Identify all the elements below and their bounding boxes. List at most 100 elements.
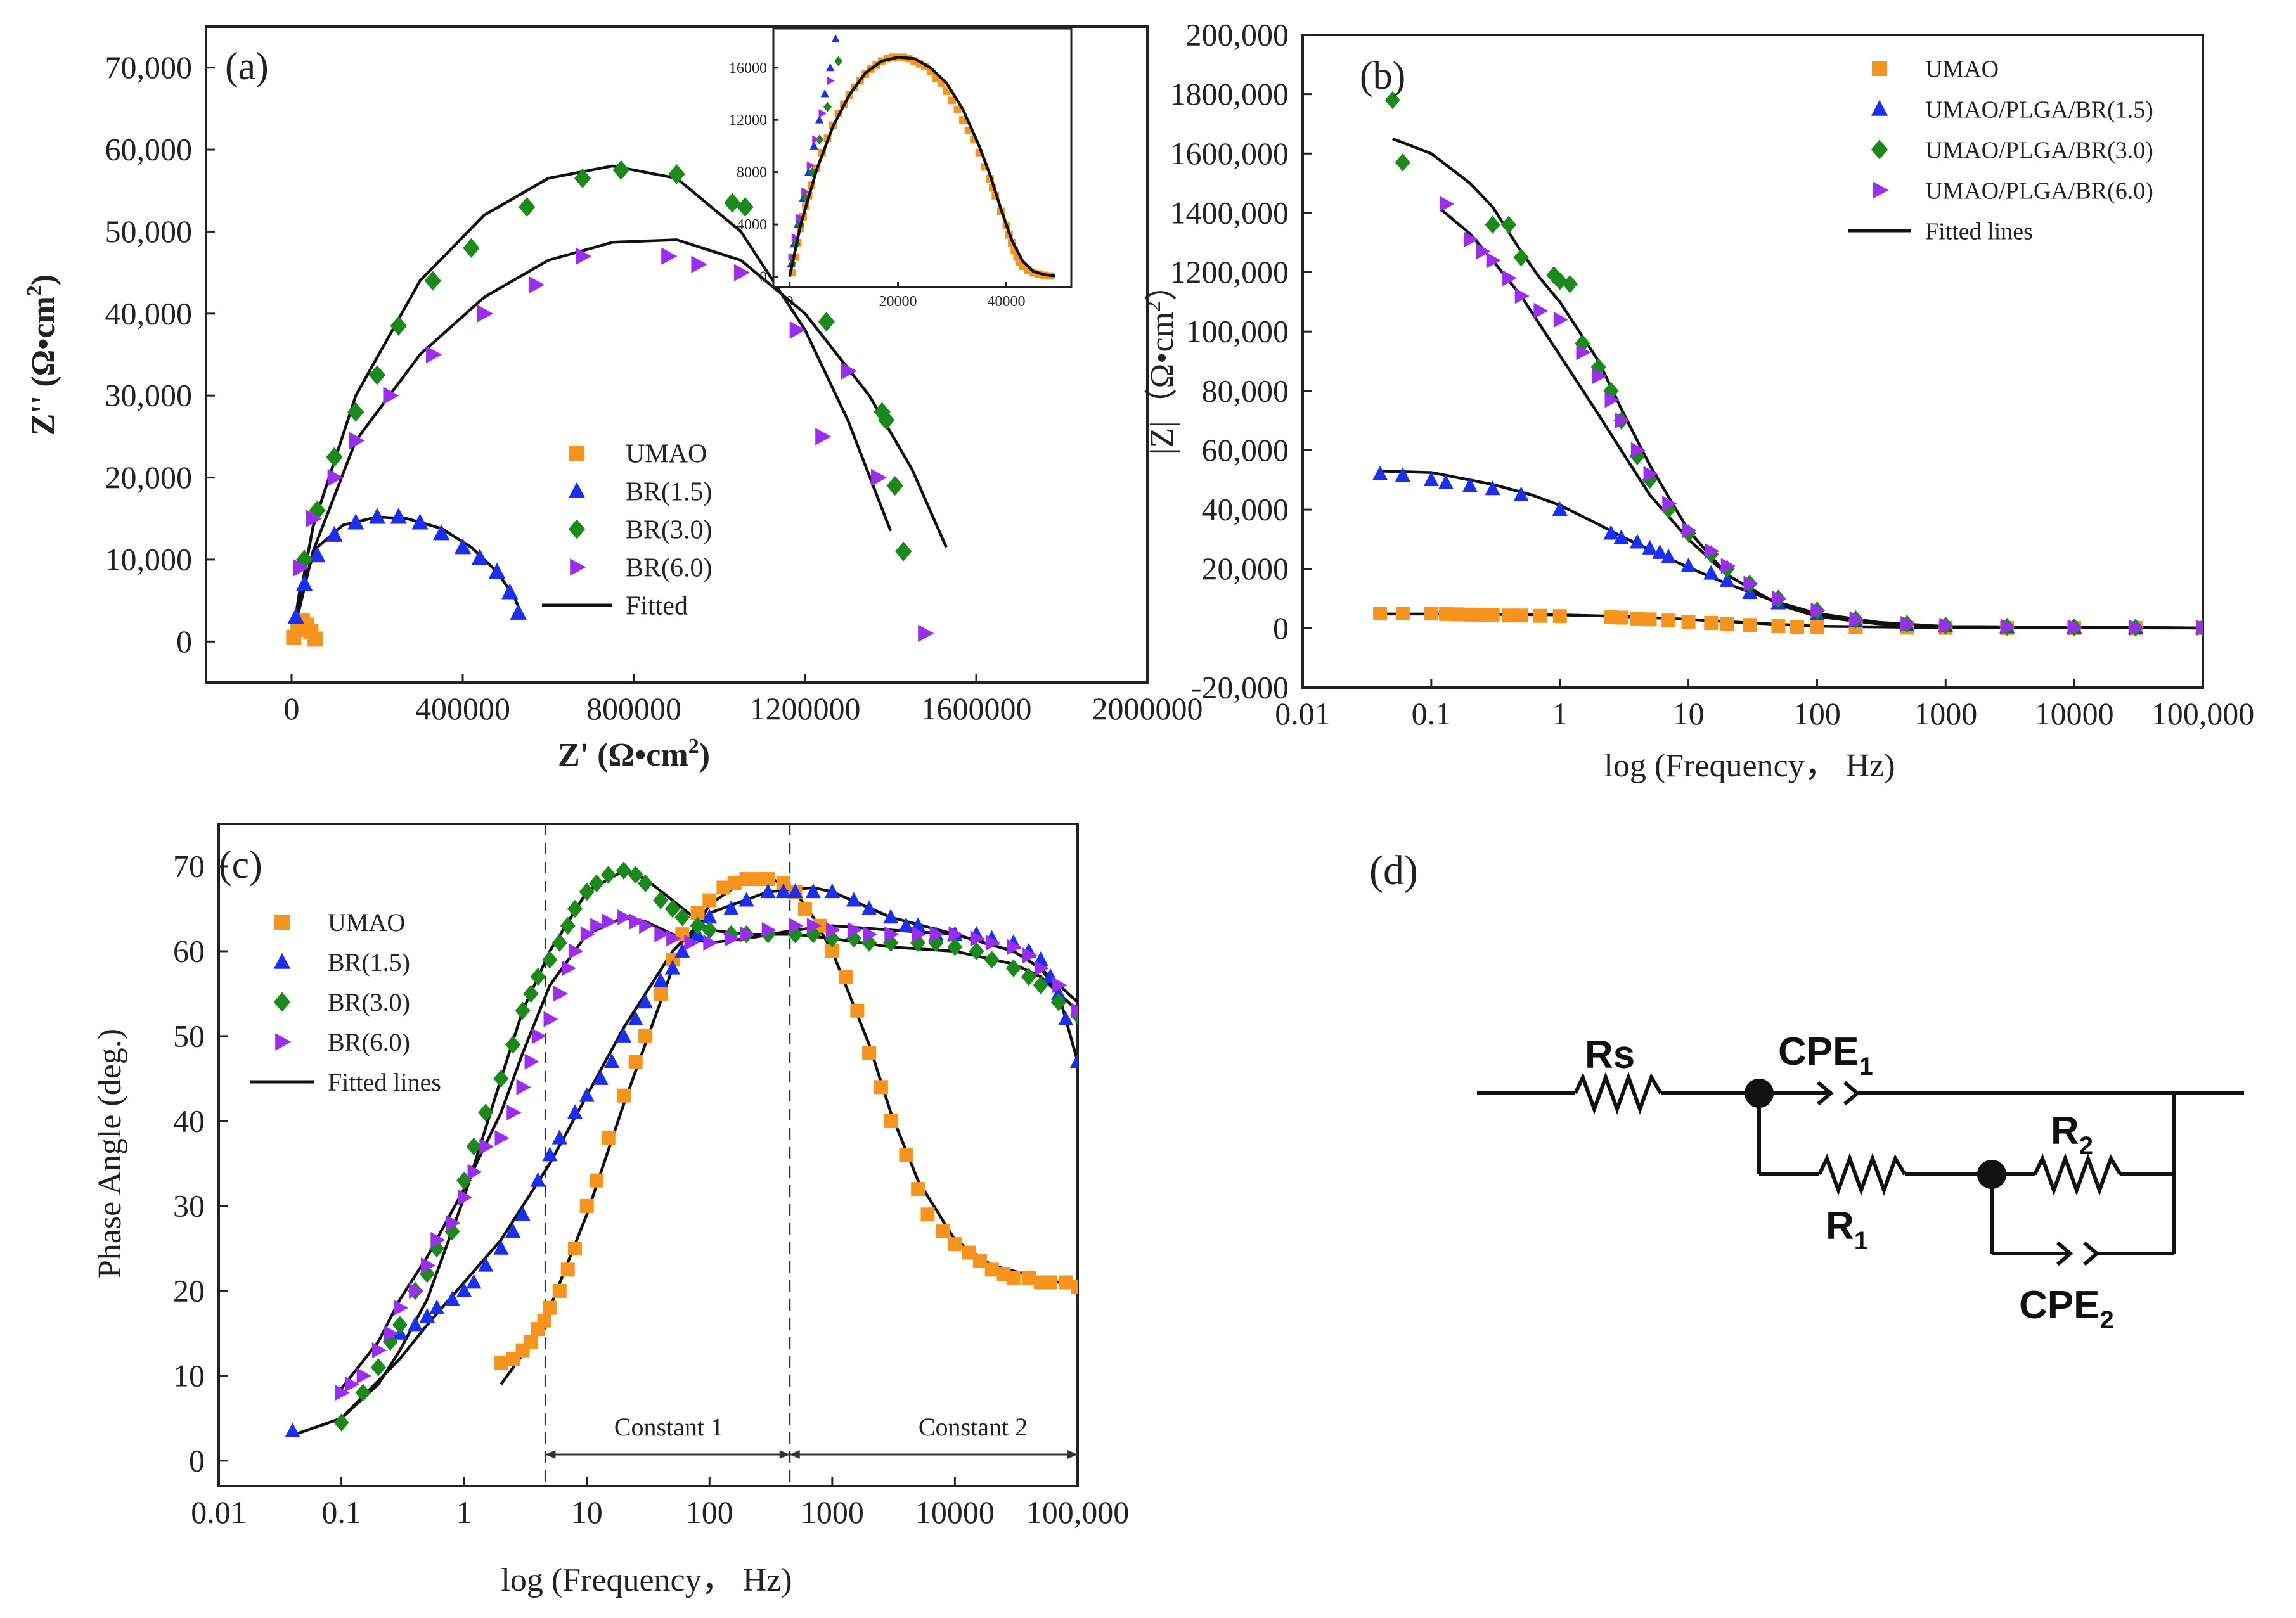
- legend-label: UMAO: [328, 908, 405, 937]
- data-point: [1071, 1280, 1078, 1294]
- inset-data-point: [823, 101, 832, 112]
- data-point: [579, 1087, 595, 1102]
- data-point: [654, 926, 669, 942]
- legend-marker: [1871, 100, 1888, 116]
- resistor-r2: [2033, 1153, 2122, 1196]
- data-point: [936, 1224, 950, 1239]
- data-point: [1069, 1053, 1078, 1069]
- data-point: [493, 1240, 509, 1255]
- data-point: [739, 872, 754, 887]
- data-point: [1553, 311, 1568, 328]
- data-point: [1719, 572, 1735, 587]
- data-point: [1772, 590, 1787, 607]
- panel-c-frame: [217, 823, 1079, 1487]
- data-point: [287, 608, 304, 624]
- data-point: [542, 1146, 558, 1162]
- data-point: [1552, 501, 1568, 516]
- data-point: [463, 238, 480, 258]
- x-tick-label: 100: [686, 1494, 733, 1530]
- x-tick-label: 10: [1673, 696, 1705, 731]
- data-point: [501, 583, 519, 600]
- data-point: [1500, 215, 1517, 234]
- data-point: [1939, 617, 1954, 634]
- data-point: [1592, 368, 1607, 385]
- data-point: [1007, 939, 1022, 955]
- data-point: [467, 1164, 482, 1180]
- panel-b-xlabel: log (Frequency， Hz): [1604, 748, 1895, 784]
- data-point: [985, 934, 1000, 951]
- data-point: [776, 876, 790, 890]
- data-point: [285, 1422, 300, 1437]
- data-point: [390, 508, 407, 524]
- cpe2-plate-left: [2056, 1241, 2073, 1266]
- data-point: [1630, 611, 1644, 626]
- y-tick-label: 40: [173, 1103, 205, 1138]
- y-tick-label: 50,000: [105, 214, 193, 249]
- data-point: [639, 918, 654, 934]
- x-tick-label: 0.1: [1412, 696, 1452, 731]
- data-point: [806, 918, 822, 934]
- data-point: [430, 1231, 446, 1249]
- data-point: [326, 525, 343, 542]
- data-point: [789, 321, 806, 339]
- data-point: [846, 892, 862, 907]
- legend-label: UMAO/PLGA/BR(6.0): [1925, 177, 2153, 204]
- data-point: [1652, 544, 1668, 559]
- y-tick-label: 80,000: [1202, 373, 1289, 408]
- label-cpe1: CPE1: [1778, 1030, 1873, 1081]
- data-point: [296, 575, 313, 591]
- y-tick-label: 60: [173, 933, 205, 968]
- data-point: [293, 559, 309, 577]
- data-point: [602, 913, 617, 930]
- data-point: [948, 926, 964, 942]
- data-point: [543, 1300, 557, 1315]
- data-point: [368, 508, 386, 524]
- data-point: [628, 1055, 643, 1069]
- inset-data-point: [809, 141, 818, 150]
- legend-marker: [1871, 139, 1888, 160]
- data-point: [818, 312, 835, 332]
- data-point: [690, 906, 705, 920]
- data-point: [574, 168, 591, 188]
- data-point: [309, 546, 326, 563]
- data-point: [841, 362, 857, 380]
- data-point: [454, 538, 472, 555]
- x-tick-label: 0: [284, 691, 300, 726]
- x-tick-label: 1600000: [921, 691, 1032, 726]
- data-point: [797, 901, 812, 916]
- data-point: [661, 247, 678, 266]
- data-point: [2001, 619, 2016, 635]
- arrow-head: [1067, 1450, 1078, 1459]
- data-point: [674, 942, 690, 958]
- panel-a: 0 400000 800000 1200000 1600000 2000000010,00…: [23, 25, 1203, 773]
- data-point: [1485, 608, 1500, 622]
- data-point: [969, 942, 984, 961]
- data-point: [839, 970, 853, 984]
- data-point: [552, 1283, 567, 1298]
- data-point: [569, 943, 584, 960]
- data-point: [1501, 608, 1516, 623]
- y-tick-label: 60,000: [1202, 432, 1289, 468]
- y-tick-label: 20,000: [105, 459, 193, 495]
- data-point: [690, 916, 706, 935]
- data-point: [506, 1104, 522, 1121]
- legend-label: UMAO/PLGA/BR(3.0): [1925, 137, 2153, 164]
- y-tick-label: 0: [176, 624, 192, 659]
- data-point: [737, 197, 754, 217]
- data-point: [740, 926, 755, 942]
- data-point: [524, 1335, 538, 1349]
- data-point: [716, 880, 731, 895]
- inset-data-point: [812, 135, 820, 144]
- data-point: [419, 1307, 435, 1323]
- data-point: [1643, 466, 1658, 482]
- panel-a-plot-area: [286, 160, 948, 647]
- data-point: [1050, 985, 1067, 1000]
- data-point: [384, 1325, 399, 1342]
- data-point: [612, 160, 629, 181]
- data-point: [530, 967, 546, 986]
- data-point: [335, 1384, 350, 1401]
- panel-b: 0.01 0.1 1 10 100 1000 10000 100,000 -20,000 0 20,…: [1142, 17, 2254, 785]
- data-point: [1629, 534, 1645, 549]
- data-point: [702, 893, 717, 908]
- legend-label: BR(6.0): [626, 554, 713, 583]
